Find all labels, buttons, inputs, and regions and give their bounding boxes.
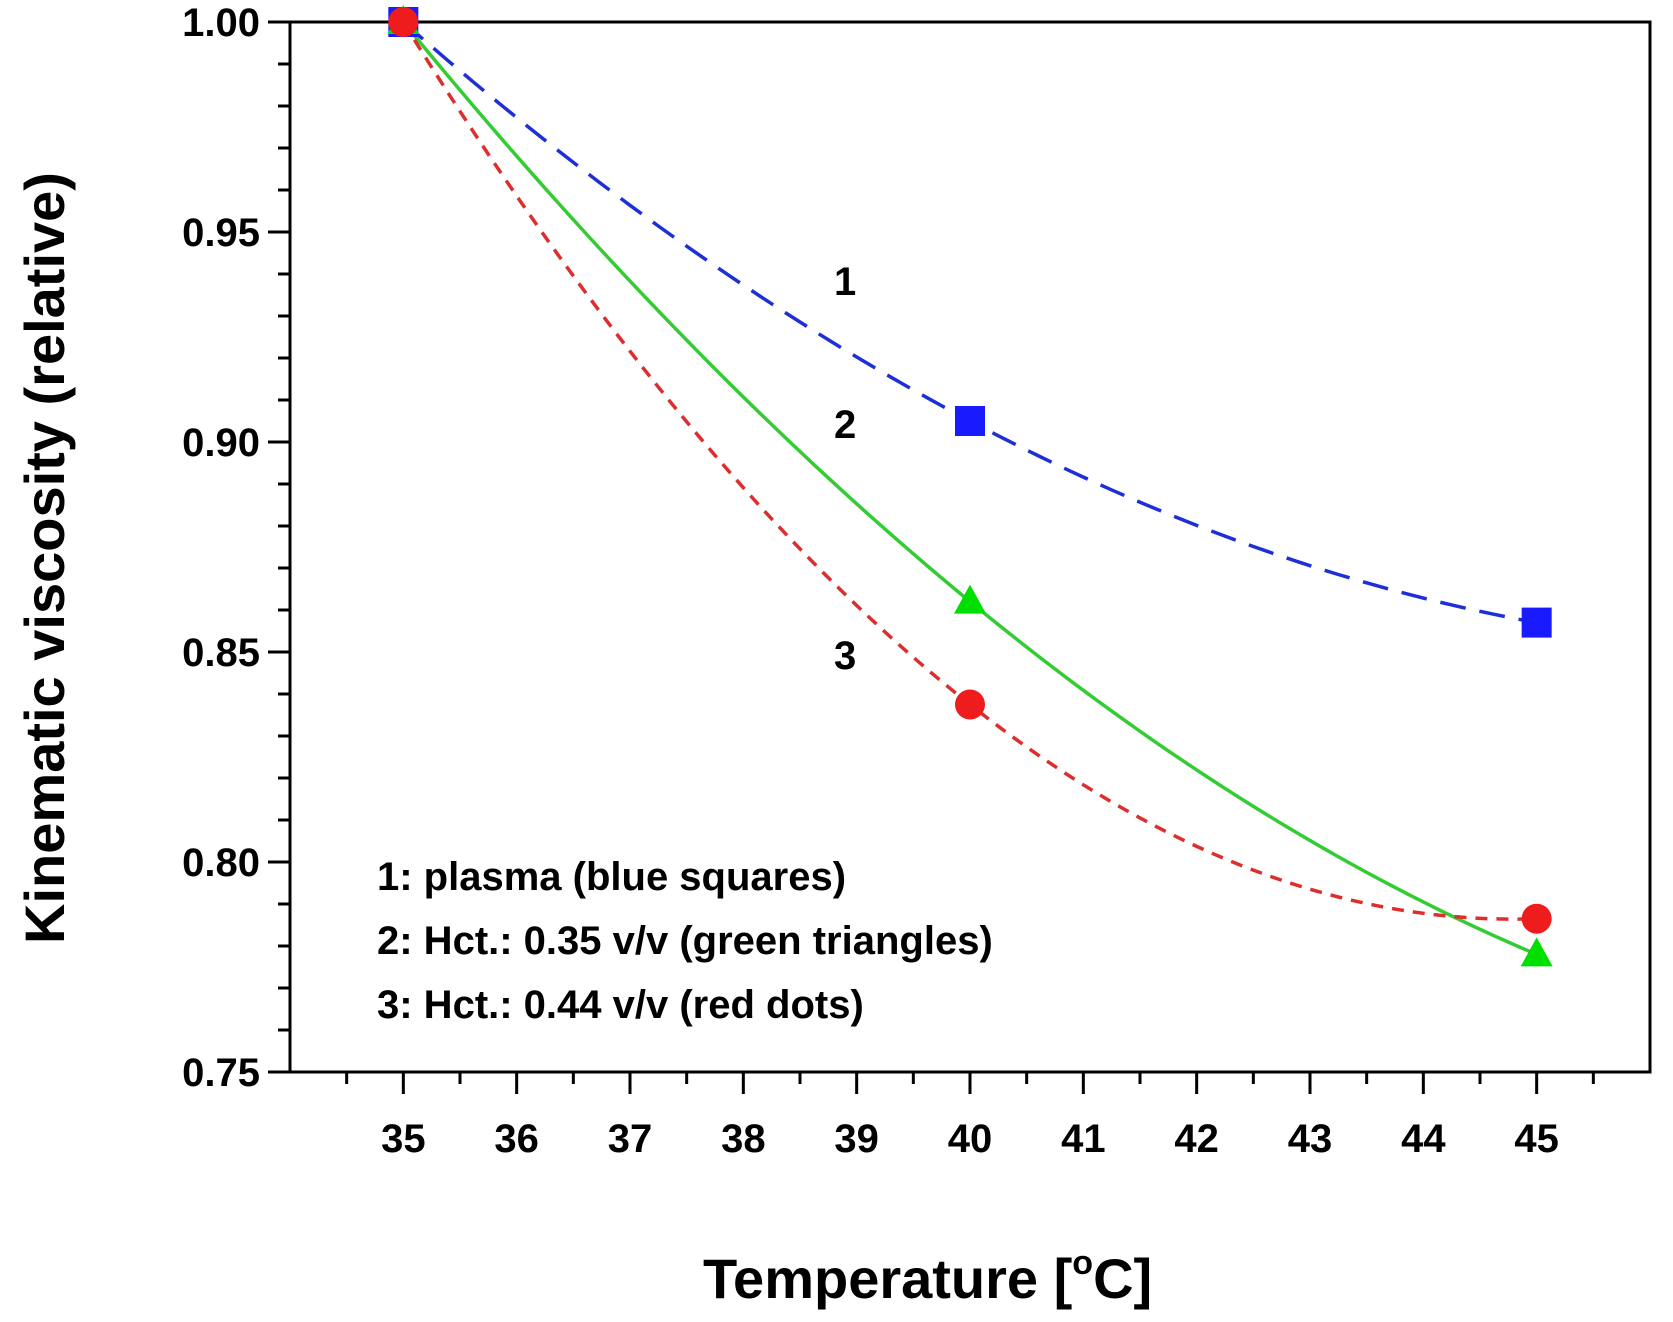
curve-label-hct035: 2 — [834, 403, 856, 447]
y-tick-label: 0.95 — [182, 211, 260, 255]
x-tick-label: 39 — [834, 1117, 879, 1161]
x-tick-label: 42 — [1174, 1117, 1219, 1161]
x-tick-label: 37 — [608, 1117, 653, 1161]
x-tick-label: 40 — [948, 1117, 993, 1161]
data-point-plasma — [955, 406, 985, 436]
series-line-plasma — [402, 20, 1537, 625]
y-tick-label: 0.90 — [182, 421, 260, 465]
axes: 35 36 37 38 39 40 41 42 43 44 45 0.75 0.80 0.85 0.90 0.… — [182, 1, 1652, 1161]
y-axis-title: Kinematic viscosity (relative) — [13, 172, 76, 944]
y-tick-label: 1.00 — [182, 1, 260, 45]
data-point-hct044 — [1521, 903, 1552, 934]
legend-entry: 2: Hct.: 0.35 v/v (green triangles) — [377, 919, 993, 963]
series-line-hct044 — [401, 21, 1537, 921]
x-tick-label: 38 — [721, 1117, 766, 1161]
curve-labels: 1 2 3 — [834, 260, 856, 678]
x-tick-label: 35 — [381, 1117, 426, 1161]
x-tick-label: 36 — [494, 1117, 539, 1161]
data-point-hct044 — [388, 7, 419, 37]
curve-label-plasma: 1 — [834, 260, 856, 304]
y-tick-label: 0.75 — [182, 1051, 260, 1095]
degree-symbol: o — [1072, 1244, 1093, 1282]
data-point-hct044 — [955, 689, 985, 720]
series-markers — [387, 5, 1553, 967]
x-tick-label: 44 — [1401, 1117, 1446, 1161]
data-point-plasma — [1521, 607, 1552, 638]
legend-entry: 1: plasma (blue squares) — [377, 855, 846, 899]
curve-label-hct044: 3 — [834, 634, 856, 678]
y-tick-label: 0.85 — [182, 631, 260, 675]
series-curves — [401, 20, 1538, 957]
x-tick-label: 41 — [1061, 1117, 1106, 1161]
legend: 1: plasma (blue squares) 2: Hct.: 0.35 v/… — [377, 855, 993, 1027]
data-point-hct035 — [1520, 937, 1553, 967]
x-tick-label: 43 — [1288, 1117, 1333, 1161]
legend-entry: 3: Hct.: 0.44 v/v (red dots) — [377, 983, 864, 1027]
x-tick-label: 45 — [1514, 1117, 1559, 1161]
x-axis-title: Temperature [oC] — [703, 1244, 1152, 1310]
data-point-hct035 — [954, 584, 986, 614]
y-tick-label: 0.80 — [182, 841, 260, 885]
